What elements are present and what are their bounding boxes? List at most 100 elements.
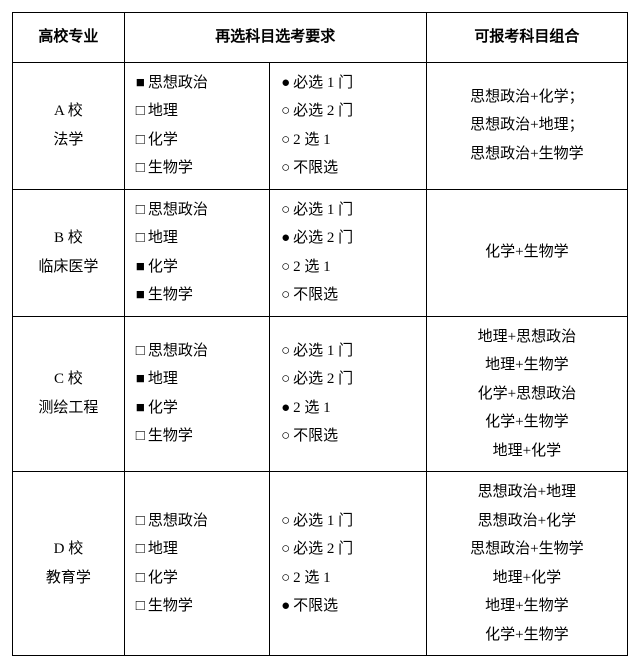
checkbox-unchecked-icon: □ (133, 592, 148, 621)
checkbox-checked-icon: ■ (133, 253, 148, 282)
radio-unselected-icon: ○ (278, 535, 293, 564)
subject-option: ■化学 (133, 394, 261, 423)
rule-option: ○必选 2 门 (278, 97, 418, 126)
subjects-cell: □思想政治□地理■化学■生物学 (124, 189, 269, 316)
rule-label: 必选 1 门 (293, 202, 353, 218)
subject-label: 化学 (148, 570, 178, 586)
rule-option: ○必选 2 门 (278, 535, 418, 564)
rule-option: ●2 选 1 (278, 394, 418, 423)
subjects-cell: ■思想政治□地理□化学□生物学 (124, 62, 269, 189)
checkbox-unchecked-icon: □ (133, 126, 148, 155)
combo-item: 地理+生物学 (435, 351, 619, 380)
checkbox-checked-icon: ■ (133, 365, 148, 394)
checkbox-unchecked-icon: □ (133, 337, 148, 366)
subjects-cell: □思想政治■地理■化学□生物学 (124, 316, 269, 472)
table-row: C 校测绘工程□思想政治■地理■化学□生物学○必选 1 门○必选 2 门●2 选… (13, 316, 628, 472)
rule-option: ○2 选 1 (278, 126, 418, 155)
major-cell: D 校教育学 (13, 472, 125, 656)
rule-label: 必选 1 门 (293, 513, 353, 529)
school-name: A 校 (21, 97, 116, 126)
subject-option: ■化学 (133, 253, 261, 282)
major-cell: C 校测绘工程 (13, 316, 125, 472)
major-name: 临床医学 (21, 253, 116, 282)
subject-option: □地理 (133, 535, 261, 564)
subject-label: 地理 (148, 230, 178, 246)
subject-label: 思想政治 (148, 202, 208, 218)
checkbox-unchecked-icon: □ (133, 154, 148, 183)
rule-label: 必选 1 门 (293, 75, 353, 91)
radio-selected-icon: ● (278, 394, 293, 423)
subject-label: 思想政治 (148, 343, 208, 359)
radio-selected-icon: ● (278, 69, 293, 98)
combo-item: 思想政治+化学 (435, 507, 619, 536)
radio-selected-icon: ● (278, 224, 293, 253)
subject-label: 生物学 (148, 160, 193, 176)
subject-option: □思想政治 (133, 337, 261, 366)
subject-label: 化学 (148, 400, 178, 416)
rule-label: 2 选 1 (293, 259, 331, 275)
radio-unselected-icon: ○ (278, 365, 293, 394)
checkbox-checked-icon: ■ (133, 394, 148, 423)
rule-label: 必选 2 门 (293, 230, 353, 246)
subject-option: □地理 (133, 97, 261, 126)
subject-label: 生物学 (148, 287, 193, 303)
school-name: C 校 (21, 365, 116, 394)
rule-option: ○必选 2 门 (278, 365, 418, 394)
checkbox-unchecked-icon: □ (133, 535, 148, 564)
rule-option: ○必选 1 门 (278, 337, 418, 366)
major-cell: A 校法学 (13, 62, 125, 189)
subject-label: 生物学 (148, 598, 193, 614)
school-name: B 校 (21, 224, 116, 253)
subject-label: 化学 (148, 259, 178, 275)
subject-label: 地理 (148, 103, 178, 119)
combo-item: 地理+生物学 (435, 592, 619, 621)
school-name: D 校 (21, 535, 116, 564)
major-name: 教育学 (21, 564, 116, 593)
radio-unselected-icon: ○ (278, 196, 293, 225)
major-name: 法学 (21, 126, 116, 155)
rule-option: ●不限选 (278, 592, 418, 621)
radio-unselected-icon: ○ (278, 97, 293, 126)
combo-item: 化学+思想政治 (435, 380, 619, 409)
combo-item: 化学+生物学 (435, 621, 619, 650)
rule-option: ●必选 2 门 (278, 224, 418, 253)
radio-selected-icon: ● (278, 592, 293, 621)
rules-cell: ●必选 1 门○必选 2 门○2 选 1○不限选 (270, 62, 427, 189)
table-header-row: 高校专业 再选科目选考要求 可报考科目组合 (13, 13, 628, 63)
rules-cell: ○必选 1 门○必选 2 门○2 选 1●不限选 (270, 472, 427, 656)
major-name: 测绘工程 (21, 394, 116, 423)
combos-cell: 化学+生物学 (426, 189, 627, 316)
combos-cell: 地理+思想政治地理+生物学化学+思想政治化学+生物学地理+化学 (426, 316, 627, 472)
rule-option: ○必选 1 门 (278, 196, 418, 225)
checkbox-checked-icon: ■ (133, 69, 148, 98)
combo-item: 地理+化学 (435, 564, 619, 593)
subject-option: □化学 (133, 564, 261, 593)
subject-label: 地理 (148, 541, 178, 557)
major-cell: B 校临床医学 (13, 189, 125, 316)
rule-label: 必选 1 门 (293, 343, 353, 359)
rule-option: ○不限选 (278, 281, 418, 310)
combo-item: 思想政治+生物学 (435, 140, 619, 169)
rule-label: 2 选 1 (293, 400, 331, 416)
checkbox-checked-icon: ■ (133, 281, 148, 310)
rule-label: 不限选 (293, 160, 338, 176)
table-row: B 校临床医学□思想政治□地理■化学■生物学○必选 1 门●必选 2 门○2 选… (13, 189, 628, 316)
radio-unselected-icon: ○ (278, 564, 293, 593)
subject-option: □思想政治 (133, 507, 261, 536)
combo-item: 思想政治+地理； (435, 111, 619, 140)
subject-option: ■地理 (133, 365, 261, 394)
radio-unselected-icon: ○ (278, 253, 293, 282)
rule-option: ○2 选 1 (278, 564, 418, 593)
header-major: 高校专业 (13, 13, 125, 63)
rule-option: ○不限选 (278, 154, 418, 183)
radio-unselected-icon: ○ (278, 281, 293, 310)
combos-cell: 思想政治+地理思想政治+化学思想政治+生物学地理+化学地理+生物学化学+生物学 (426, 472, 627, 656)
combo-item: 地理+思想政治 (435, 323, 619, 352)
rule-label: 必选 2 门 (293, 371, 353, 387)
checkbox-unchecked-icon: □ (133, 422, 148, 451)
header-combos: 可报考科目组合 (426, 13, 627, 63)
subject-option: □生物学 (133, 154, 261, 183)
rule-label: 必选 2 门 (293, 103, 353, 119)
table-row: A 校法学■思想政治□地理□化学□生物学●必选 1 门○必选 2 门○2 选 1… (13, 62, 628, 189)
rules-cell: ○必选 1 门○必选 2 门●2 选 1○不限选 (270, 316, 427, 472)
